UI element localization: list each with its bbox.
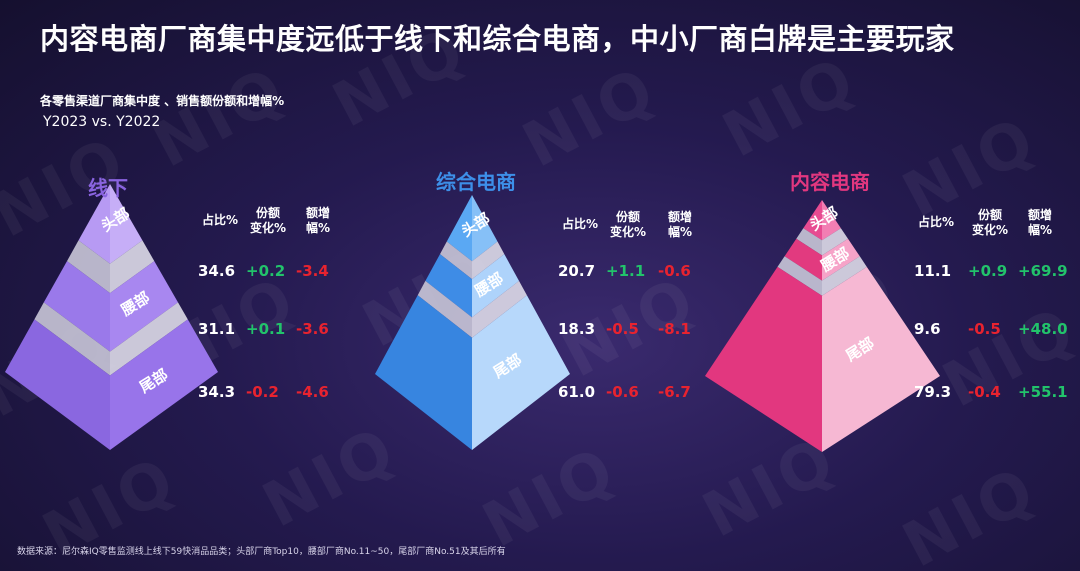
growth-value: -3.4 <box>296 262 329 280</box>
growth-value: -3.6 <box>296 320 329 338</box>
pyramid-gap-right <box>110 302 188 376</box>
column-header-share: 占比% <box>201 213 239 227</box>
growth-value: -4.6 <box>296 383 329 401</box>
page-title: 内容电商厂商集中度远低于线下和综合电商，中小厂商白牌是主要玩家 <box>40 22 955 56</box>
pyramid-face-left-头部 <box>78 184 110 264</box>
pyramid-gap-left <box>417 280 472 338</box>
pyramid-gap-right <box>110 240 155 294</box>
column-header-growth: 额增 幅% <box>1027 208 1053 237</box>
share-value: 18.3 <box>558 320 596 338</box>
share-value: 34.3 <box>198 383 236 401</box>
pyramid-face-right-腰部 <box>110 261 178 352</box>
pyramid-gap-left <box>777 256 822 296</box>
pyramid-gap-right <box>472 280 527 338</box>
share-value: 9.6 <box>914 320 941 338</box>
pyramid-face-right-头部 <box>822 200 841 241</box>
growth-value: -6.7 <box>658 383 691 401</box>
growth-value: -0.6 <box>658 262 691 280</box>
pyramid-gap-left <box>34 302 110 376</box>
chart-subtitle: 各零售渠道厂商集中度 、销售额份额和增幅% <box>40 94 285 108</box>
column-header-share_change: 份额 变化% <box>609 210 647 239</box>
pyramid-face-right-头部 <box>110 184 143 264</box>
pyramid-face-left-尾部 <box>375 295 472 450</box>
growth-value: +48.0 <box>1018 320 1068 338</box>
column-header-share: 占比% <box>561 217 599 231</box>
column-header-growth: 额增 幅% <box>305 206 331 235</box>
pyramid-face-left-头部 <box>446 195 472 262</box>
share-value: 11.1 <box>914 262 952 280</box>
channel-title: 线下 <box>88 176 128 200</box>
pyramid-gap-right <box>472 241 505 280</box>
growth-value: -8.1 <box>658 320 691 338</box>
share-value: 61.0 <box>558 383 596 401</box>
source-note: 数据来源：尼尔森IQ零售监测线上线下59快消品品类；头部厂商Top10，腰部厂商… <box>17 547 506 557</box>
share-change-value: +0.9 <box>968 262 1008 280</box>
pyramid-face-left-腰部 <box>43 261 110 352</box>
share-value: 79.3 <box>914 383 952 401</box>
pyramid-face-right-头部 <box>472 195 498 262</box>
column-header-share: 占比% <box>917 215 955 229</box>
share-change-value: -0.2 <box>246 383 279 401</box>
pyramid-gap-right <box>822 256 867 296</box>
share-change-value: +0.1 <box>246 320 286 338</box>
pyramid-gap-right <box>822 228 848 256</box>
share-change-value: -0.4 <box>968 383 1001 401</box>
column-header-growth: 额增 幅% <box>667 210 693 239</box>
share-value: 34.6 <box>198 262 236 280</box>
share-change-value: -0.5 <box>968 320 1001 338</box>
pyramid-face-left-腰部 <box>425 254 472 318</box>
pyramid-face-right-尾部 <box>472 295 570 450</box>
share-change-value: -0.5 <box>606 320 639 338</box>
pyramid-face-left-腰部 <box>784 238 822 281</box>
pyramid-gap-left <box>67 240 110 294</box>
pyramid-face-right-尾部 <box>110 319 218 450</box>
share-value: 31.1 <box>198 320 236 338</box>
pyramid-face-right-腰部 <box>472 254 519 318</box>
growth-value: +55.1 <box>1018 383 1068 401</box>
share-change-value: +1.1 <box>606 262 646 280</box>
channel-title: 综合电商 <box>436 170 516 194</box>
pyramid-gap-left <box>440 241 472 280</box>
pyramid-face-right-腰部 <box>822 238 860 281</box>
share-change-value: -0.6 <box>606 383 639 401</box>
pyramid-face-right-尾部 <box>822 266 940 452</box>
pyramid-face-left-头部 <box>803 200 822 241</box>
period-label: Y2023 vs. Y2022 <box>43 114 161 130</box>
share-change-value: +0.2 <box>246 262 286 280</box>
channel-title: 内容电商 <box>790 170 870 194</box>
column-header-share_change: 份额 变化% <box>249 206 287 235</box>
column-header-share_change: 份额 变化% <box>971 208 1009 237</box>
share-value: 20.7 <box>558 262 596 280</box>
pyramid-face-left-尾部 <box>5 319 110 450</box>
pyramid-face-left-尾部 <box>705 266 822 452</box>
pyramid-gap-left <box>796 228 822 256</box>
growth-value: +69.9 <box>1018 262 1068 280</box>
